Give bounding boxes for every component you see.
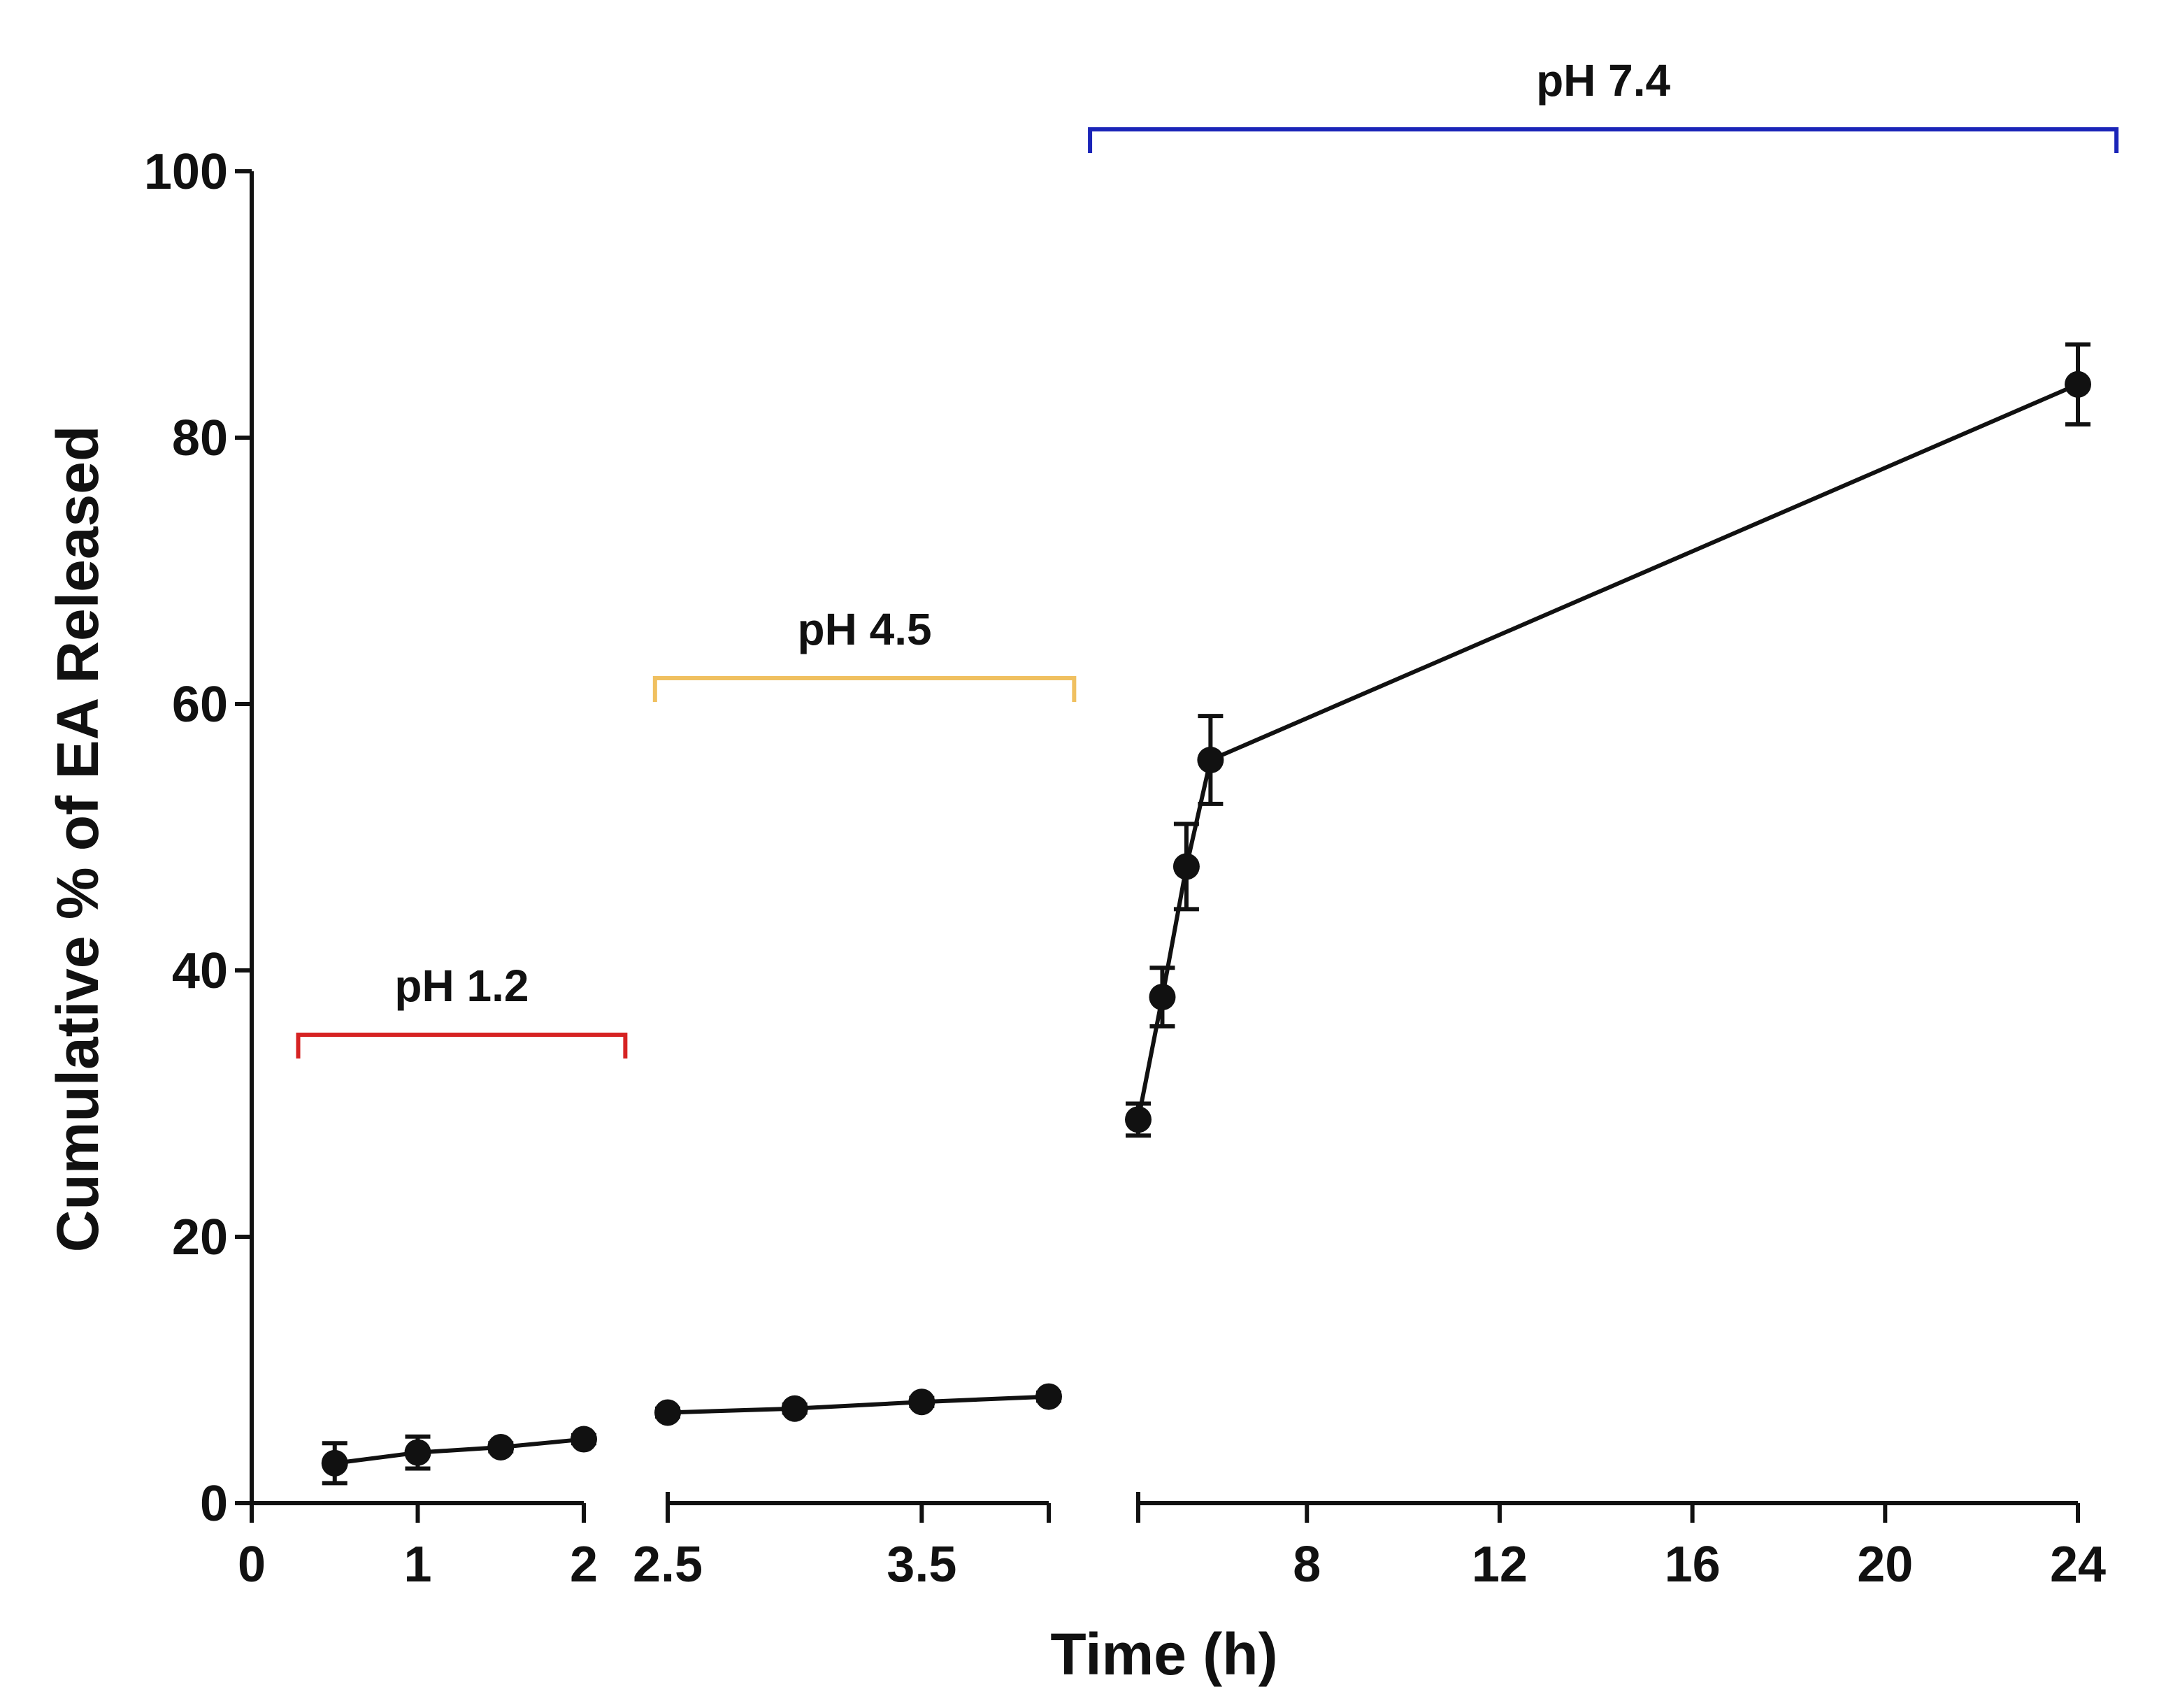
series-line-2 — [667, 1394, 1049, 1415]
y-tick-label: 20 — [172, 1210, 228, 1265]
data-point — [1149, 984, 1176, 1011]
release-series — [321, 342, 2091, 1486]
x-tick-label: 24 — [2050, 1537, 2106, 1593]
y-tick-label: 60 — [172, 677, 228, 733]
x-tick-label: 16 — [1665, 1537, 1721, 1593]
series-line-1 — [334, 1437, 584, 1465]
x-axis: 0 1 2 2.5 3.5 8 12 16 20 24 — [238, 1492, 2106, 1593]
x-tick-label: 0 — [238, 1537, 266, 1593]
ph-region-label: pH 7.4 — [1536, 55, 1670, 106]
x-tick-label: 3.5 — [887, 1537, 956, 1593]
y-tick-label: 80 — [172, 410, 228, 466]
y-tick-label: 100 — [144, 144, 228, 200]
ph-bracket — [652, 676, 1077, 702]
data-point — [781, 1395, 808, 1422]
x-axis-title: Time (h) — [1050, 1621, 1277, 1687]
y-tick-label: 0 — [200, 1476, 228, 1532]
x-tick-label: 2 — [570, 1537, 598, 1593]
data-point — [2065, 371, 2091, 398]
y-axis: 0 20 40 60 80 100 — [144, 144, 254, 1532]
ph-bracket — [296, 1033, 628, 1058]
ph-region-brackets: pH 1.2 pH 4.5 pH 7.4 — [296, 55, 2119, 1058]
data-point — [404, 1439, 431, 1466]
x-tick-label: 8 — [1293, 1537, 1321, 1593]
ph-region-label: pH 4.5 — [798, 604, 932, 654]
data-point — [571, 1426, 597, 1453]
data-point — [1172, 853, 1200, 880]
ph-region-label: pH 1.2 — [394, 961, 529, 1011]
data-point — [654, 1399, 681, 1426]
x-tick-label: 12 — [1472, 1537, 1528, 1593]
x-tick-label: 20 — [1857, 1537, 1913, 1593]
data-point — [321, 1449, 348, 1477]
data-point — [1197, 747, 1224, 774]
data-point — [487, 1433, 515, 1461]
x-tick-label: 1 — [403, 1537, 431, 1593]
data-point — [908, 1388, 935, 1416]
data-point — [1125, 1106, 1152, 1133]
data-point — [1035, 1383, 1062, 1410]
y-tick-label: 40 — [172, 943, 228, 999]
series-line-3 — [1136, 382, 2079, 1120]
ph-bracket — [1088, 127, 2119, 153]
y-axis-title: Cumulative % of EA Released — [45, 426, 110, 1253]
x-tick-label: 2.5 — [633, 1537, 703, 1593]
